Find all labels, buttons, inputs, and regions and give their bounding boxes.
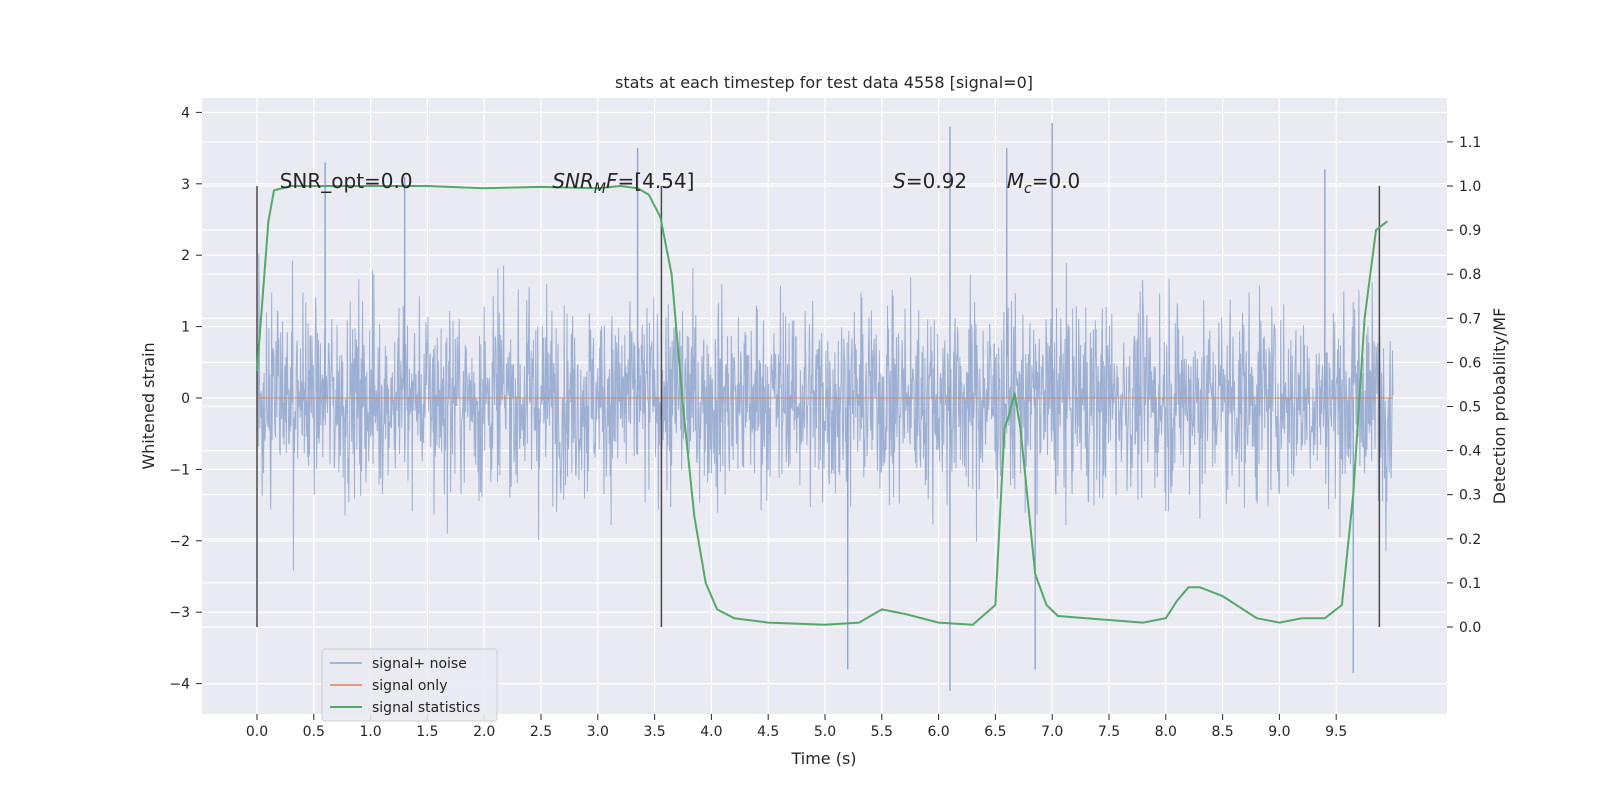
legend-box	[321, 648, 498, 722]
y2-tick-label: 0.5	[1459, 400, 1481, 416]
x-tick-label: 1.0	[359, 724, 381, 740]
x-tick-label: 7.5	[1098, 724, 1120, 740]
noise-series-line	[256, 253, 1394, 571]
y2-tick-label: 0.7	[1459, 311, 1481, 327]
x-tick-label: 9.5	[1325, 724, 1347, 740]
annotation: SNR_opt=0.0	[280, 169, 413, 193]
y2-tick-label: 0.9	[1459, 223, 1481, 239]
x-tick-label: 4.5	[757, 724, 779, 740]
y-tick-label: 0	[181, 391, 190, 407]
y2-tick-label: 0.6	[1459, 355, 1481, 371]
x-tick-label: 1.5	[416, 724, 438, 740]
annotation: S=0.92	[893, 169, 967, 193]
x-tick-label: 8.0	[1155, 724, 1177, 740]
annotation: SNRMF=[4.54]	[552, 169, 694, 197]
x-tick-label: 5.0	[814, 724, 836, 740]
y-tick-label: −3	[169, 605, 190, 621]
y2-tick-label: 0.1	[1459, 576, 1481, 592]
y2-tick-label: 0.2	[1459, 532, 1481, 548]
legend-label: signal statistics	[372, 700, 480, 716]
y-tick-label: 2	[181, 248, 190, 264]
x-tick-label: 4.0	[700, 724, 722, 740]
x-axis-label: Time (s)	[790, 749, 856, 768]
y-tick-label: 4	[181, 105, 190, 121]
y-tick-label: 1	[181, 320, 190, 336]
y2-axis-label: Detection probability/MF	[1490, 308, 1509, 505]
x-tick-label: 8.5	[1211, 724, 1233, 740]
x-tick-label: 5.5	[871, 724, 893, 740]
y-axis-label: Whitened strain	[139, 342, 158, 469]
x-tick-label: 3.5	[643, 724, 665, 740]
legend-label: signal+ noise	[372, 656, 467, 672]
x-tick-label: 9.0	[1268, 724, 1290, 740]
chart-title: stats at each timestep for test data 455…	[615, 73, 1033, 92]
x-tick-label: 7.0	[1041, 724, 1063, 740]
x-tick-label: 0.5	[303, 724, 325, 740]
y-tick-label: −2	[169, 534, 190, 550]
y2-tick-label: 1.1	[1459, 135, 1481, 151]
y-tick-label: 3	[181, 177, 190, 193]
annotation: Mc=0.0	[1007, 169, 1081, 197]
x-tick-label: 2.0	[473, 724, 495, 740]
x-tick-label: 6.0	[927, 724, 949, 740]
y2-tick-label: 0.8	[1459, 267, 1481, 283]
legend: signal+ noise signal only signal statistic…	[321, 648, 498, 722]
x-tick-label: 6.5	[984, 724, 1006, 740]
y2-tick-label: 0.3	[1459, 488, 1481, 504]
x-tick-label: 0.0	[246, 724, 268, 740]
y2-tick-label: 0.4	[1459, 444, 1481, 460]
legend-label: signal only	[372, 678, 447, 694]
signal-statistics-line	[256, 185, 1388, 626]
y2-tick-label: 0.0	[1459, 620, 1481, 636]
y-tick-label: −1	[169, 462, 190, 478]
x-tick-label: 3.0	[587, 724, 609, 740]
y2-tick-label: 1.0	[1459, 179, 1481, 195]
y-tick-label: −4	[169, 677, 190, 693]
x-tick-label: 2.5	[530, 724, 552, 740]
